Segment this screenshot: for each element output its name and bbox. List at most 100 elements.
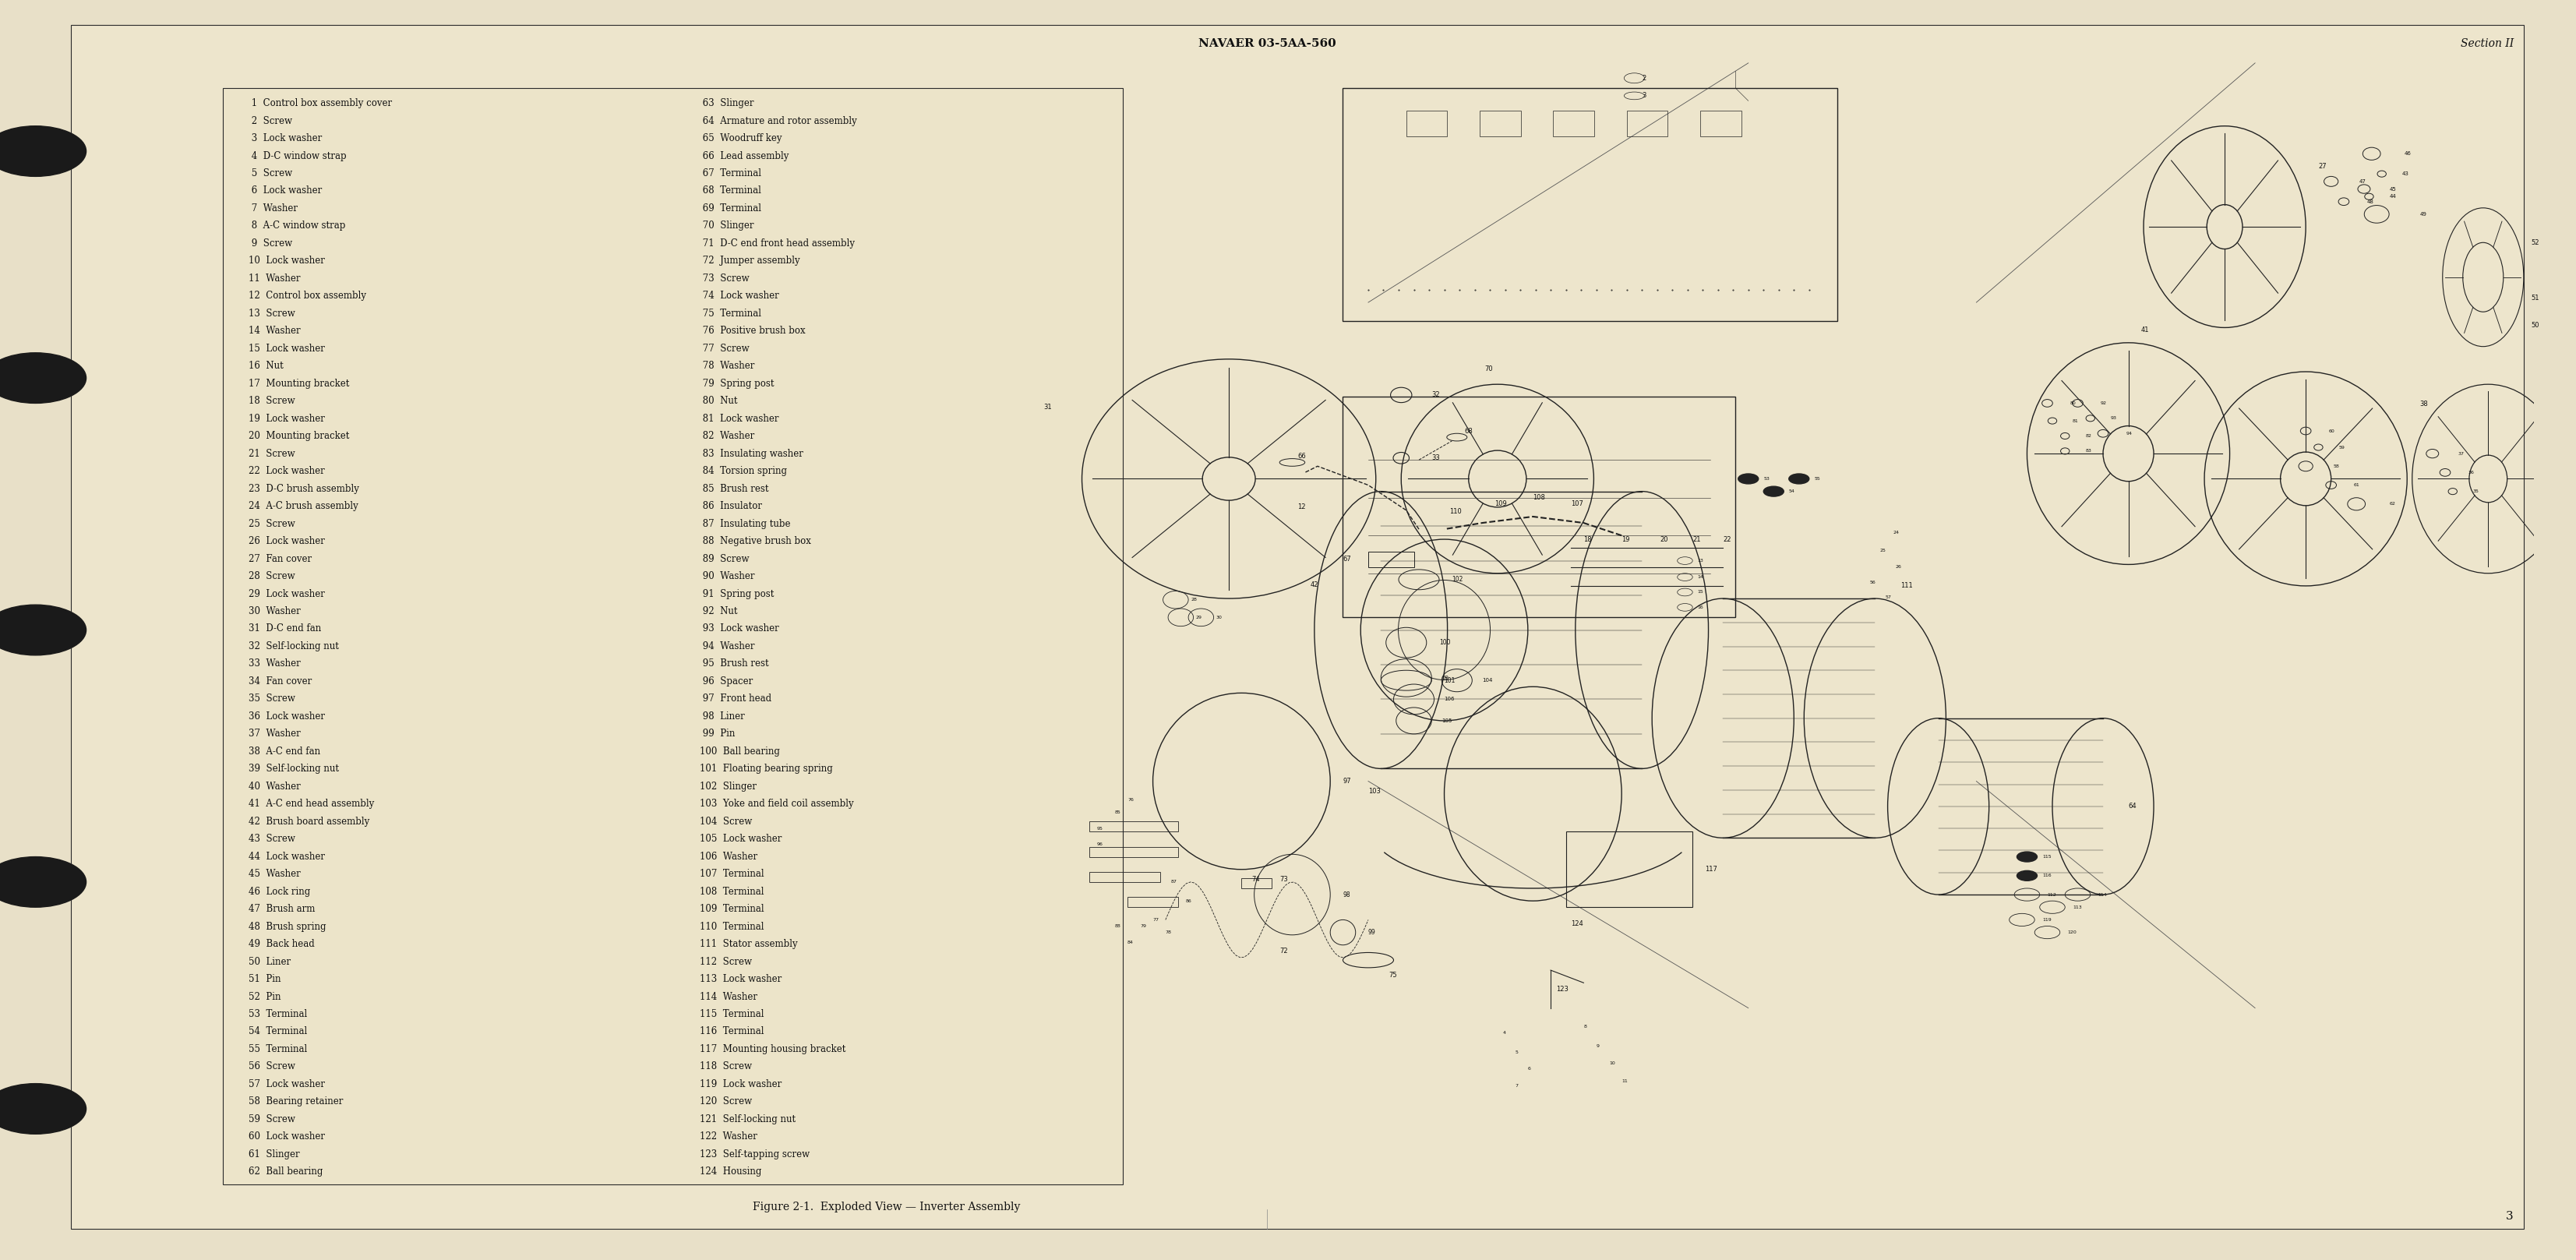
Text: 106  Washer: 106 Washer: [698, 852, 757, 862]
Circle shape: [0, 857, 85, 907]
Text: 25: 25: [1880, 548, 1886, 553]
Text: 57  Lock washer: 57 Lock washer: [247, 1079, 325, 1090]
Text: 9  Screw: 9 Screw: [247, 238, 291, 248]
Text: 114  Washer: 114 Washer: [698, 992, 757, 1002]
Text: 70  Slinger: 70 Slinger: [698, 220, 752, 231]
Circle shape: [1765, 486, 1783, 496]
Text: 4  D-C window strap: 4 D-C window strap: [247, 151, 345, 161]
Text: 21: 21: [1692, 536, 1700, 543]
Circle shape: [0, 126, 85, 176]
Text: 36: 36: [2468, 470, 2473, 475]
Text: 3: 3: [1641, 92, 1646, 100]
Text: 23  D-C brush assembly: 23 D-C brush assembly: [247, 484, 358, 494]
Text: 86: 86: [1185, 898, 1193, 903]
Text: 56  Screw: 56 Screw: [247, 1062, 296, 1072]
Text: 33: 33: [1432, 455, 1440, 461]
Text: 24  A-C brush assembly: 24 A-C brush assembly: [247, 501, 358, 512]
Circle shape: [0, 353, 85, 403]
Text: Figure 2-1.  Exploded View — Inverter Assembly: Figure 2-1. Exploded View — Inverter Ass…: [752, 1201, 1020, 1212]
Text: 83  Insulating washer: 83 Insulating washer: [698, 449, 804, 459]
Text: 75: 75: [1388, 971, 1396, 979]
Text: 62: 62: [2391, 501, 2396, 507]
Bar: [224, 88, 1123, 1184]
Text: 109: 109: [1494, 500, 1507, 508]
Text: 44: 44: [2391, 194, 2396, 199]
Text: 7: 7: [1515, 1084, 1517, 1089]
Text: 124: 124: [1571, 920, 1584, 927]
Text: 53  Terminal: 53 Terminal: [247, 1009, 307, 1019]
Text: 107  Terminal: 107 Terminal: [698, 869, 762, 879]
Text: 84  Torsion spring: 84 Torsion spring: [698, 466, 786, 476]
Text: 78  Washer: 78 Washer: [698, 362, 755, 372]
Text: 26: 26: [1896, 564, 1901, 570]
Text: 67: 67: [1342, 556, 1352, 563]
Text: 67  Terminal: 67 Terminal: [698, 169, 760, 179]
Text: 4: 4: [1502, 1031, 1504, 1036]
Text: 49: 49: [2419, 212, 2427, 217]
Text: 71  D-C end front head assembly: 71 D-C end front head assembly: [698, 238, 855, 248]
Text: 92: 92: [2099, 401, 2107, 406]
Text: 122  Washer: 122 Washer: [698, 1131, 757, 1142]
Bar: [1128, 897, 1177, 907]
Bar: [1479, 111, 1520, 136]
Text: 79: 79: [1141, 924, 1146, 929]
Text: 25  Screw: 25 Screw: [247, 519, 294, 529]
Text: 16  Nut: 16 Nut: [247, 362, 283, 372]
Text: 32: 32: [1432, 392, 1440, 398]
Text: 108  Terminal: 108 Terminal: [698, 887, 762, 897]
Text: 28: 28: [1190, 597, 1198, 602]
Text: 87  Insulating tube: 87 Insulating tube: [698, 519, 791, 529]
Text: 8: 8: [1584, 1024, 1587, 1029]
Text: 124  Housing: 124 Housing: [698, 1167, 760, 1177]
Text: 50  Liner: 50 Liner: [247, 956, 291, 966]
Text: 18  Screw: 18 Screw: [247, 396, 294, 406]
Text: 115  Terminal: 115 Terminal: [698, 1009, 762, 1019]
Text: 113  Lock washer: 113 Lock washer: [698, 974, 781, 984]
Text: 3: 3: [2506, 1211, 2514, 1222]
Text: 53: 53: [1765, 476, 1770, 481]
Text: 11: 11: [1623, 1079, 1628, 1084]
Text: 108: 108: [1533, 494, 1546, 501]
Text: 47: 47: [2360, 179, 2365, 184]
Text: 94: 94: [2125, 431, 2133, 436]
Text: 47  Brush arm: 47 Brush arm: [247, 903, 314, 913]
Text: 13  Screw: 13 Screw: [247, 309, 294, 319]
Bar: [1406, 111, 1448, 136]
Text: 50: 50: [2532, 323, 2540, 329]
Text: 1  Control box assembly cover: 1 Control box assembly cover: [247, 98, 392, 108]
Text: 81  Lock washer: 81 Lock washer: [698, 413, 778, 423]
Text: 16: 16: [1698, 605, 1703, 610]
Text: 15: 15: [1698, 590, 1703, 595]
Text: 38  A-C end fan: 38 A-C end fan: [247, 746, 319, 756]
Text: 113: 113: [2074, 905, 2081, 910]
Text: 90  Washer: 90 Washer: [698, 571, 755, 581]
Text: 6: 6: [1528, 1066, 1530, 1071]
Text: 73  Screw: 73 Screw: [698, 273, 750, 284]
Text: 49  Back head: 49 Back head: [247, 939, 314, 949]
Text: 91  Spring post: 91 Spring post: [698, 588, 773, 598]
Text: 76  Positive brush box: 76 Positive brush box: [698, 326, 806, 336]
Text: 110  Terminal: 110 Terminal: [698, 921, 762, 931]
Text: 68  Terminal: 68 Terminal: [698, 185, 760, 197]
Circle shape: [2017, 852, 2038, 862]
Text: 120  Screw: 120 Screw: [698, 1096, 752, 1106]
Text: 21  Screw: 21 Screw: [247, 449, 294, 459]
Text: 115: 115: [2043, 854, 2050, 859]
Text: 93: 93: [2110, 416, 2117, 421]
Text: 121  Self-locking nut: 121 Self-locking nut: [698, 1114, 796, 1124]
Text: 60  Lock washer: 60 Lock washer: [247, 1131, 325, 1142]
Text: 123: 123: [1556, 985, 1569, 993]
Text: 110: 110: [1450, 508, 1461, 515]
Bar: [1368, 552, 1414, 567]
Text: 94  Washer: 94 Washer: [698, 641, 755, 651]
Text: 14  Washer: 14 Washer: [247, 326, 301, 336]
Text: 35  Screw: 35 Screw: [247, 694, 296, 704]
Text: 102  Slinger: 102 Slinger: [698, 781, 757, 791]
Text: 45  Washer: 45 Washer: [247, 869, 301, 879]
Text: 13: 13: [1698, 558, 1703, 563]
Text: 3  Lock washer: 3 Lock washer: [247, 134, 322, 144]
Text: 2  Screw: 2 Screw: [247, 116, 291, 126]
Text: 120: 120: [2069, 930, 2076, 935]
Text: 55  Terminal: 55 Terminal: [247, 1045, 307, 1055]
Text: 41  A-C end head assembly: 41 A-C end head assembly: [247, 799, 374, 809]
